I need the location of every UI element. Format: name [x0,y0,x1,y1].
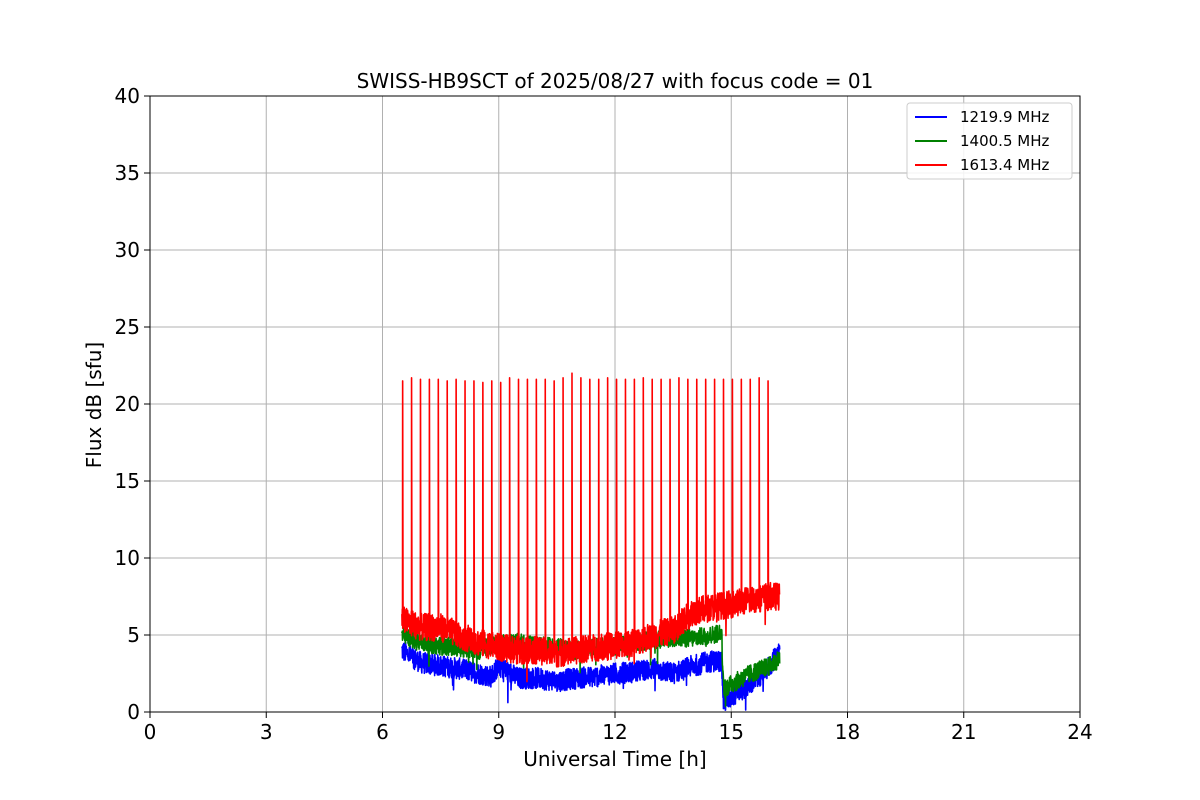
y-tick-label: 20 [115,392,140,416]
grid-lines [149,95,1081,713]
legend-label: 1219.9 MHz [960,108,1049,126]
y-tick-label: 5 [127,623,140,647]
legend: 1219.9 MHz 1400.5 MHz 1613.4 MHz [906,102,1073,180]
y-tick-label: 15 [115,469,140,493]
x-tick-label: 24 [1067,720,1092,744]
legend-box [906,102,1073,180]
series-line-2 [401,372,781,683]
y-axis-label: Flux dB [sfu] [82,342,106,468]
axis-ticks: 0 3 6 9 12 15 18 21 24 0 5 10 15 20 25 30 35 40 [115,84,1093,744]
x-tick-label: 18 [835,720,860,744]
y-tick-label: 10 [115,546,140,570]
x-tick-label: 3 [260,720,273,744]
y-tick-label: 40 [115,84,140,108]
x-tick-label: 21 [951,720,976,744]
legend-label: 1400.5 MHz [960,132,1049,150]
series-line-0 [401,641,781,711]
x-tick-label: 0 [144,720,157,744]
x-tick-label: 6 [376,720,389,744]
x-tick-label: 9 [492,720,505,744]
y-tick-label: 30 [115,238,140,262]
x-tick-label: 12 [602,720,627,744]
y-tick-label: 35 [115,161,140,185]
legend-label: 1613.4 MHz [960,156,1049,174]
x-tick-label: 15 [719,720,744,744]
chart-title: SWISS-HB9SCT of 2025/08/27 with focus co… [357,69,874,93]
series-layer [401,372,781,711]
y-tick-label: 0 [127,700,140,724]
y-tick-label: 25 [115,315,140,339]
x-axis-label: Universal Time [h] [523,747,706,771]
